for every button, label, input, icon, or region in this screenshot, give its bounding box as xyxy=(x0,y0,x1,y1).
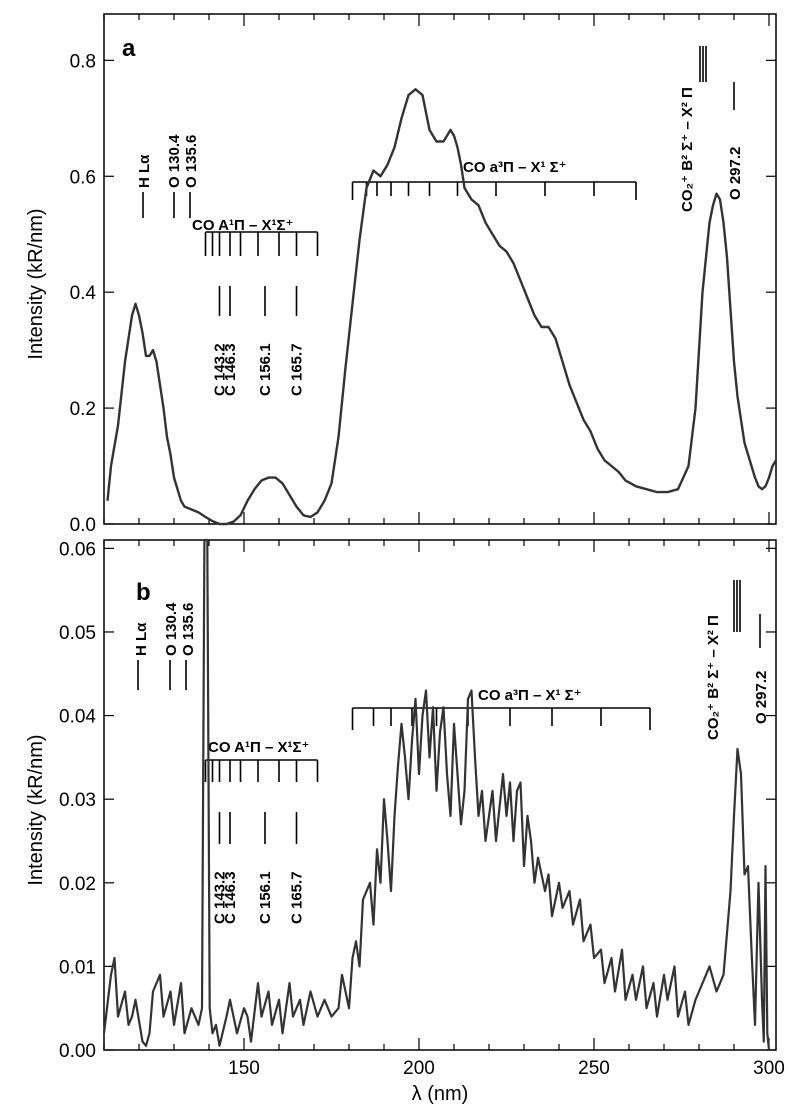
annotation-o-297: O 297.2 xyxy=(727,147,744,200)
y-axis-label-b: Intensity (kR/nm) xyxy=(25,734,47,885)
annotation-c-143: C 143.2 xyxy=(212,871,229,924)
y-tick-label: 0.01 xyxy=(59,957,96,978)
annotation-o-130: O 130.4 xyxy=(166,134,183,188)
panel-letter-a: a xyxy=(122,35,136,62)
y-tick-label: 0.05 xyxy=(59,623,96,644)
y-tick-label: 0.2 xyxy=(70,399,96,420)
y-tick-label: 0.06 xyxy=(59,539,96,560)
x-tick-label: 150 xyxy=(228,1058,260,1079)
annotation-co-cameron: CO a³Π – X¹ Σ⁺ xyxy=(463,159,567,176)
y-tick-label: 0.02 xyxy=(59,874,96,895)
x-ticks-a xyxy=(103,14,770,524)
y-tick-label: 0.6 xyxy=(70,167,96,188)
annotation-o-297: O 297.2 xyxy=(753,671,770,724)
x-tick-label: 250 xyxy=(578,1058,610,1079)
annotation-h-lyman-alpha: H Lα xyxy=(136,154,153,188)
annotation-c-156: C 156.1 xyxy=(257,871,274,924)
y-ticks-b: 0.00 0.01 0.02 0.03 0.04 0.05 0.06 xyxy=(59,539,776,1062)
y-tick-label: 0.03 xyxy=(59,790,96,811)
annotation-o-130: O 130.4 xyxy=(163,602,180,656)
panel-a: a Intensity (kR/nm) 0.0 0.2 0.4 0.6 0.8 H Lα… xyxy=(25,13,778,536)
annotation-c-165: C 165.7 xyxy=(289,871,306,924)
plot-area-b xyxy=(103,539,777,1051)
annotation-co-fourth-positive: CO A¹Π – X¹Σ⁺ xyxy=(192,217,293,234)
y-ticks-a: 0.0 0.2 0.4 0.6 0.8 xyxy=(70,51,776,536)
annotation-co2-plus: CO₂⁺ B² Σ⁺ – X² Π xyxy=(705,615,722,740)
y-tick-label: 0.8 xyxy=(70,51,96,72)
x-axis-label: λ (nm) xyxy=(412,1083,469,1105)
y-axis-label-a: Intensity (kR/nm) xyxy=(25,208,47,359)
annotation-c-165: C 165.7 xyxy=(289,343,306,396)
y-tick-label: 0.0 xyxy=(70,515,96,536)
annotation-co-fourth-positive: CO A¹Π – X¹Σ⁺ xyxy=(208,739,309,756)
annotation-c-146: C 146.3 xyxy=(222,343,239,396)
spectrum-line-b xyxy=(102,538,771,1051)
annotations-a: H Lα O 130.4 O 135.6CO A¹Π – X¹Σ⁺C 143.2C … xyxy=(136,46,744,396)
annotation-co2-plus: CO₂⁺ B² Σ⁺ – X² Π xyxy=(679,87,696,212)
annotation-c-156: C 156.1 xyxy=(257,343,274,396)
y-tick-label: 0.4 xyxy=(70,283,97,304)
panel-b: b Intensity (kR/nm) 0.00 0.01 0.02 0.03 0.04… xyxy=(25,538,785,1079)
annotation-h-lyman-alpha: H Lα xyxy=(133,622,150,656)
x-tick-label: 200 xyxy=(403,1058,435,1079)
panel-letter-b: b xyxy=(136,579,151,606)
annotations-b: H Lα O 130.4 O 135.6CO A¹Π – X¹Σ⁺C 143.2C … xyxy=(133,580,770,924)
annotation-co-cameron: CO a³Π – X¹ Σ⁺ xyxy=(478,687,582,704)
annotation-o-135: O 135.6 xyxy=(183,135,200,188)
annotation-o-135: O 135.6 xyxy=(180,603,197,656)
spectrum-line-a xyxy=(106,88,778,526)
annotation-c-146: C 146.3 xyxy=(222,871,239,924)
annotation-c-143: C 143.2 xyxy=(212,343,229,396)
plot-area-a xyxy=(103,13,777,525)
x-tick-label: 300 xyxy=(753,1058,785,1079)
x-ticks-b: 150 200 250 300 xyxy=(103,540,785,1079)
y-tick-label: 0.04 xyxy=(59,707,96,728)
y-tick-label: 0.00 xyxy=(59,1041,96,1062)
